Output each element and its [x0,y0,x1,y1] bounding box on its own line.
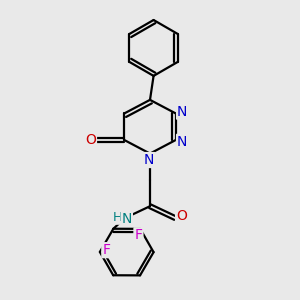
Text: O: O [176,209,187,223]
Text: N: N [144,153,154,167]
Text: H: H [112,211,122,224]
Text: N: N [177,105,188,119]
Text: O: O [85,133,96,147]
Text: N: N [177,135,188,149]
Text: N: N [122,212,132,226]
Text: F: F [134,228,142,242]
Text: F: F [102,243,110,257]
